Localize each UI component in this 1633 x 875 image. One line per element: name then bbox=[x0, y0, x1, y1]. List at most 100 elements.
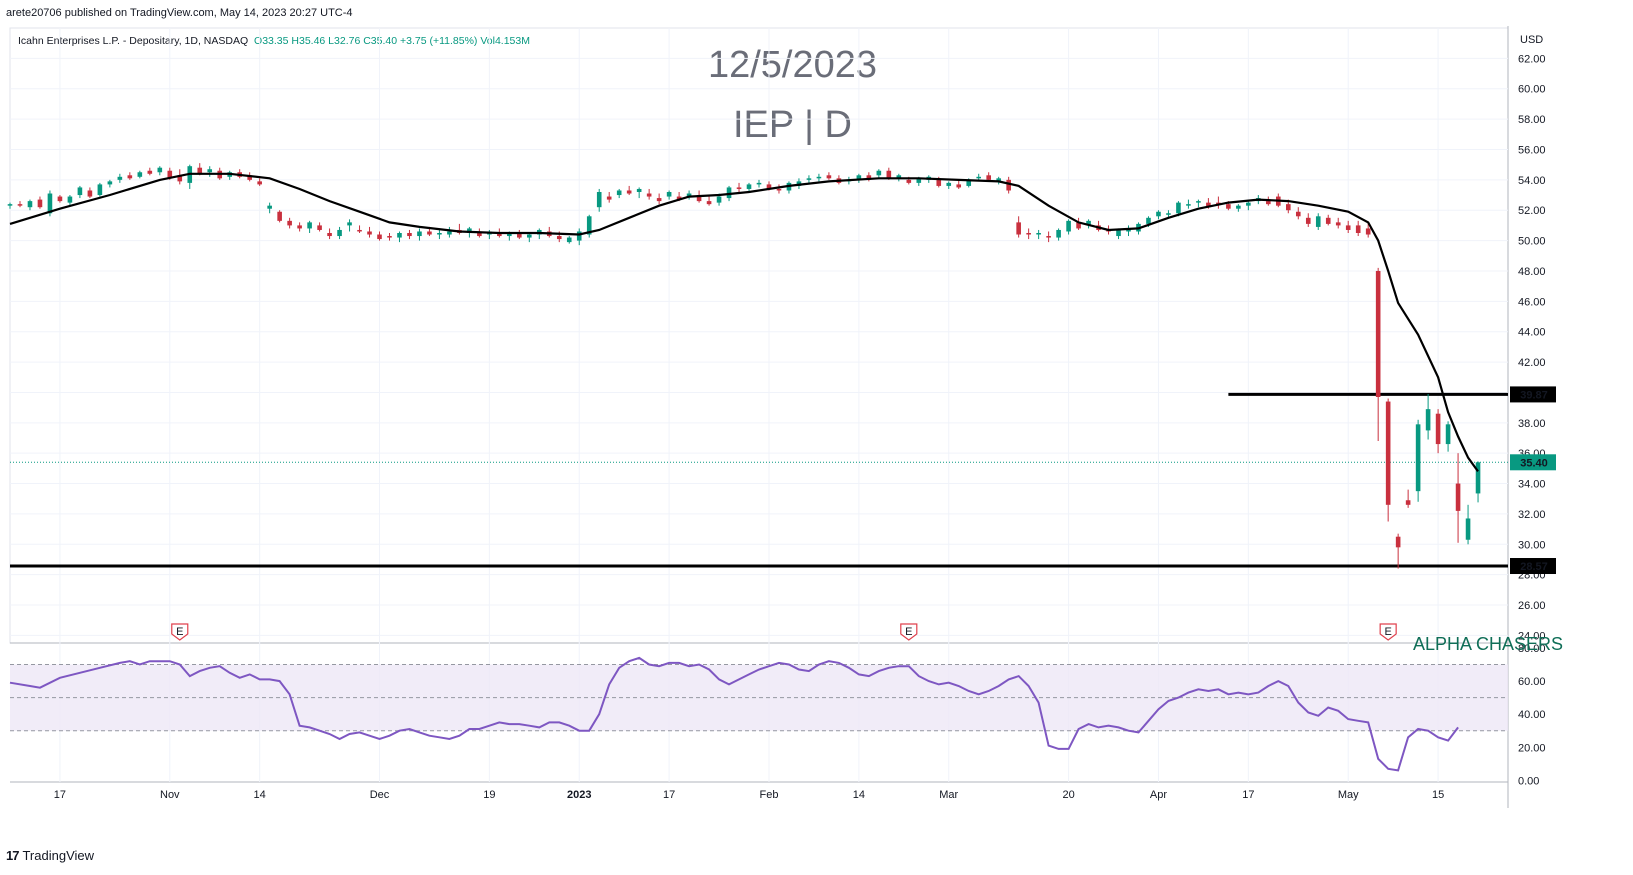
footer-brand[interactable]: 17 TradingView bbox=[6, 848, 94, 863]
time-tick-label: 19 bbox=[483, 789, 495, 801]
earnings-marker-icon[interactable] bbox=[900, 623, 918, 641]
time-tick-label: Nov bbox=[160, 789, 180, 801]
candle-body bbox=[716, 196, 722, 203]
candle-body bbox=[666, 192, 672, 197]
candle-body bbox=[776, 188, 782, 191]
candle-body bbox=[247, 175, 252, 180]
candle-body bbox=[1246, 202, 1251, 206]
time-tick-label: May bbox=[1338, 789, 1359, 801]
candle-body bbox=[1435, 413, 1441, 445]
candle-body bbox=[1146, 217, 1151, 224]
time-tick-label: 14 bbox=[254, 789, 266, 801]
candle-body bbox=[397, 233, 402, 238]
candle-body bbox=[726, 187, 732, 199]
candle-body bbox=[167, 170, 173, 179]
candle-body bbox=[1116, 229, 1121, 237]
time-tick-label: 17 bbox=[1242, 789, 1254, 801]
candle-body bbox=[746, 184, 752, 189]
level-price-label: 39.87 bbox=[1520, 389, 1548, 401]
candle-body bbox=[257, 181, 262, 185]
price-tick-label: 54.00 bbox=[1518, 175, 1546, 187]
chart-subtitle: IEP | D bbox=[733, 104, 852, 146]
candle-body bbox=[517, 233, 522, 238]
candle-body bbox=[676, 196, 682, 200]
earnings-marker-icon[interactable] bbox=[171, 623, 189, 641]
candle-body bbox=[1266, 201, 1271, 205]
rsi-tick-label: 80.00 bbox=[1518, 643, 1546, 655]
candle-body bbox=[1216, 202, 1221, 205]
candle-body bbox=[1206, 202, 1211, 208]
candle-body bbox=[277, 211, 282, 221]
level-price-label: 28.57 bbox=[1520, 561, 1548, 573]
candle-body bbox=[377, 234, 382, 240]
candle-body bbox=[1455, 483, 1461, 511]
candle-body bbox=[1046, 236, 1051, 238]
candle-body bbox=[856, 175, 862, 180]
candle-body bbox=[177, 175, 183, 182]
candle-body bbox=[1026, 233, 1031, 235]
candle-body bbox=[1036, 233, 1041, 235]
price-tick-label: 32.00 bbox=[1518, 509, 1546, 521]
price-tick-label: 30.00 bbox=[1518, 539, 1546, 551]
price-tick-label: 62.00 bbox=[1518, 53, 1546, 65]
candle-body bbox=[646, 193, 652, 197]
candle-body bbox=[1006, 179, 1011, 191]
symbol-name: Icahn Enterprises L.P. - Depositary, 1D,… bbox=[18, 35, 249, 47]
candle-body bbox=[1355, 225, 1361, 233]
candle-body bbox=[1016, 222, 1021, 235]
candle-body bbox=[447, 231, 452, 235]
candle-body bbox=[806, 178, 812, 180]
level-price-tag bbox=[1510, 558, 1556, 575]
ohlc-values: O33.35 H35.46 L32.76 C35.40 +3.75 (+11.8… bbox=[254, 35, 530, 47]
publisher-header: arete20706 published on TradingView.com,… bbox=[6, 7, 353, 19]
candle-body bbox=[497, 233, 502, 237]
candle-body bbox=[427, 231, 432, 235]
candle-body bbox=[1335, 222, 1341, 226]
candle-body bbox=[946, 182, 952, 186]
candle-body bbox=[327, 233, 332, 237]
currency-label: USD bbox=[1520, 34, 1543, 46]
candle-body bbox=[1395, 536, 1401, 548]
candle-body bbox=[1405, 500, 1411, 505]
candle-body bbox=[1226, 204, 1231, 209]
chart-title: 12/5/2023 bbox=[707, 44, 878, 86]
candle-body bbox=[1325, 217, 1331, 224]
candle-body bbox=[1086, 220, 1091, 226]
candle-body bbox=[1295, 211, 1301, 217]
candle-body bbox=[956, 184, 962, 188]
time-tick-label: 14 bbox=[853, 789, 865, 801]
candle-body bbox=[507, 233, 512, 237]
candle-body bbox=[87, 190, 93, 197]
chart-legend: Icahn Enterprises L.P. - Depositary, 1D,… bbox=[18, 35, 530, 47]
candle-body bbox=[906, 179, 912, 183]
earnings-marker-icon[interactable] bbox=[1379, 623, 1397, 641]
candle-body bbox=[736, 187, 742, 189]
candle-body bbox=[876, 170, 882, 176]
last-price-tag bbox=[1510, 454, 1556, 471]
price-pane-border bbox=[9, 27, 1509, 644]
price-tick-label: 38.00 bbox=[1518, 418, 1546, 430]
price-tick-label: 34.00 bbox=[1518, 479, 1546, 491]
candle-body bbox=[976, 176, 982, 179]
candle-body bbox=[347, 222, 352, 226]
rsi-tick-label: 60.00 bbox=[1518, 676, 1546, 688]
candle-body bbox=[107, 181, 113, 185]
candle-body bbox=[1186, 204, 1191, 206]
candle-body bbox=[157, 167, 163, 173]
candle-body bbox=[1385, 401, 1391, 505]
price-tick-label: 50.00 bbox=[1518, 236, 1546, 248]
candle-body bbox=[117, 176, 123, 180]
candle-body bbox=[477, 231, 482, 237]
candle-body bbox=[696, 195, 702, 202]
candle-body bbox=[756, 182, 762, 185]
candle-body bbox=[1415, 424, 1421, 492]
time-tick-label: Feb bbox=[760, 789, 779, 801]
candle-body bbox=[586, 216, 592, 235]
price-tick-label: 26.00 bbox=[1518, 600, 1546, 612]
candle-body bbox=[297, 225, 302, 229]
candle-body bbox=[1056, 229, 1061, 238]
price-tick-label: 52.00 bbox=[1518, 205, 1546, 217]
candle-body bbox=[866, 175, 872, 180]
last-price-label: 35.40 bbox=[1520, 457, 1548, 469]
